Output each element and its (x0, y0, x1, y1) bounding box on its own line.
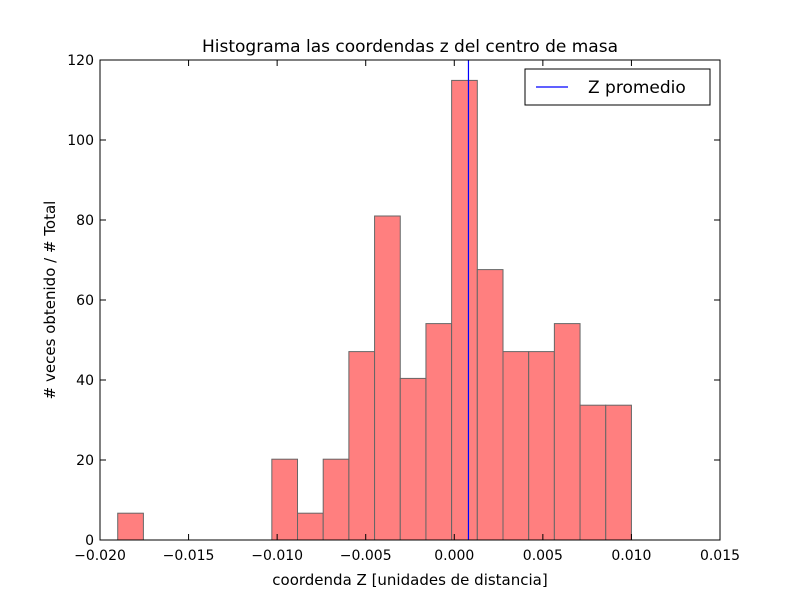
x-tick-label: −0.005 (340, 548, 392, 564)
histogram-bar (502, 351, 530, 541)
x-tick-label: 0.015 (700, 548, 740, 564)
y-tick-label: 40 (76, 373, 94, 389)
histogram-bar (399, 377, 427, 541)
x-tick-label: −0.015 (163, 548, 215, 564)
x-axis-label: coordenda Z [unidades de distancia] (272, 571, 547, 589)
histogram-bar (476, 269, 504, 541)
histogram-bar (451, 79, 478, 541)
y-tick-label: 120 (67, 53, 94, 69)
x-tick-label: 0.000 (434, 548, 474, 564)
histogram-bar (528, 351, 555, 541)
x-tick-label: 0.005 (523, 548, 563, 564)
histogram-bar (117, 512, 144, 541)
y-tick-label: 80 (76, 213, 94, 229)
x-tick-label: −0.010 (251, 548, 303, 564)
y-tick-label: 60 (76, 293, 94, 309)
y-axis-label: # veces obtenido / # Total (41, 201, 59, 400)
histogram-bar (553, 323, 581, 541)
histogram-bar (605, 404, 632, 541)
y-tick-label: 20 (76, 453, 94, 469)
chart-title: Histograma las coordendas z del centro d… (202, 37, 618, 57)
x-tick-label: −0.020 (74, 548, 126, 564)
legend: Z promedio (524, 68, 711, 106)
histogram-bar (322, 458, 350, 541)
histogram-bar (425, 323, 453, 541)
legend-label: Z promedio (588, 78, 686, 98)
x-tick-label: 0.010 (611, 548, 651, 564)
y-tick-label: 100 (67, 133, 94, 149)
histogram-bar (297, 512, 324, 541)
histogram-bar (579, 404, 607, 541)
histogram-bar (348, 351, 376, 541)
y-tick-label: 0 (85, 533, 94, 549)
histogram-bar (374, 215, 401, 541)
histogram-bar (271, 458, 299, 541)
ticks-group: −0.020 −0.015 −0.010 −0.005 0.000 0.005 0.010 0… (67, 53, 740, 564)
bars-group (117, 79, 632, 541)
